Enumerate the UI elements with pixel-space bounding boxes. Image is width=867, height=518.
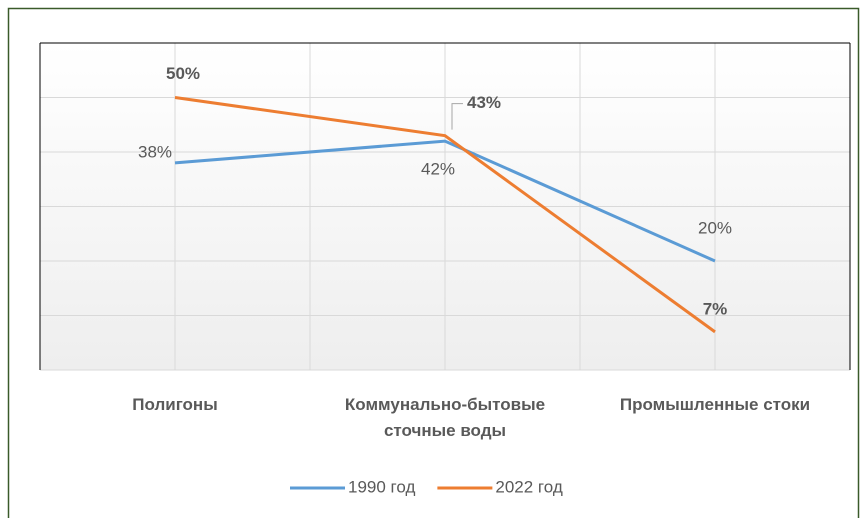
x-tick-label: Полигоны <box>132 395 218 414</box>
leader-line <box>451 103 463 130</box>
data-label: 43% <box>467 93 501 112</box>
data-label: 7% <box>703 299 728 318</box>
series-line <box>174 139 716 263</box>
data-label: 42% <box>421 160 455 179</box>
frame <box>7 7 860 518</box>
data-label: 20% <box>698 218 732 237</box>
x-tick-label: Коммунально-бытовые сточные воды <box>344 395 546 440</box>
legend-label: 1990 год <box>348 477 415 496</box>
data-label: 50% <box>166 64 200 83</box>
series-line <box>174 96 716 334</box>
data-label: 38% <box>138 142 172 161</box>
legend-label: 2022 год <box>495 477 562 496</box>
x-tick-label: Промышленные стоки <box>619 395 811 414</box>
